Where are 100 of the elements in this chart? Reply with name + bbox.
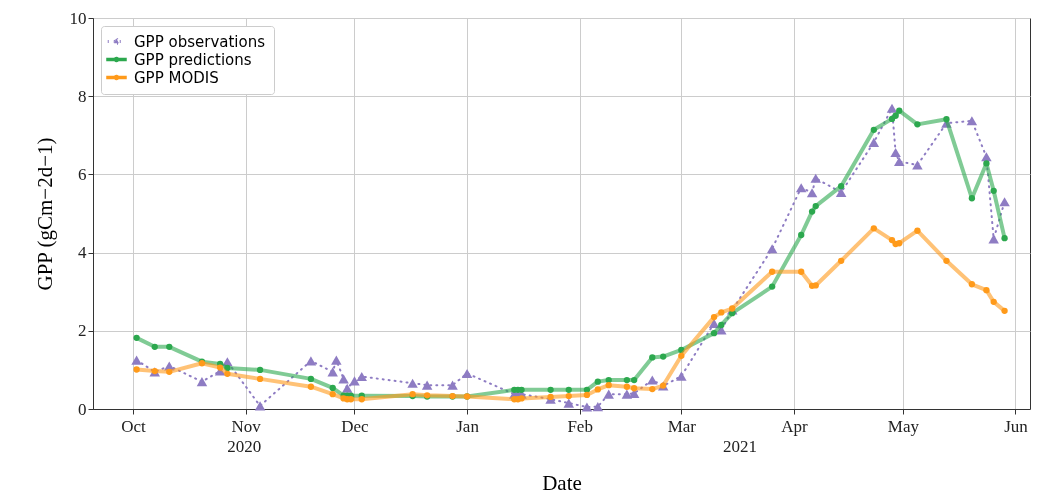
point xyxy=(421,380,433,390)
point xyxy=(896,107,903,114)
point xyxy=(990,298,997,306)
point xyxy=(630,385,638,392)
point xyxy=(912,160,923,170)
point xyxy=(565,392,572,400)
x-tick-label: Oct xyxy=(121,416,146,436)
point xyxy=(254,401,266,411)
point xyxy=(623,376,631,384)
point xyxy=(307,383,315,390)
point xyxy=(347,396,355,403)
point xyxy=(329,390,336,398)
point xyxy=(914,121,921,128)
x-axis-title: Date xyxy=(542,470,582,495)
point xyxy=(983,160,990,167)
point xyxy=(886,103,898,113)
point xyxy=(166,343,173,350)
y-tick-label: 4 xyxy=(78,243,87,263)
x-tick-label: Nov xyxy=(231,416,262,436)
point xyxy=(605,376,612,384)
point xyxy=(795,183,807,193)
point xyxy=(621,389,633,399)
x-tick-label: Jan xyxy=(456,416,480,436)
point xyxy=(888,236,896,244)
point xyxy=(892,112,899,119)
point xyxy=(518,395,525,402)
point xyxy=(603,389,614,399)
x-tick-label: Jun xyxy=(1004,416,1029,436)
point xyxy=(331,355,342,365)
point xyxy=(133,366,140,373)
text: 2020 xyxy=(227,437,262,456)
point xyxy=(798,268,805,275)
point xyxy=(358,396,365,403)
point xyxy=(307,375,315,383)
point xyxy=(837,257,845,264)
point xyxy=(256,366,264,374)
point xyxy=(594,378,601,385)
point xyxy=(196,377,208,387)
point xyxy=(133,334,140,341)
y-tick-label: 8 xyxy=(78,86,87,106)
point xyxy=(447,380,458,390)
x-tick-label: Feb xyxy=(567,416,593,436)
point xyxy=(649,354,656,361)
point xyxy=(718,309,725,316)
point xyxy=(630,376,638,384)
x-tick-label: May xyxy=(887,416,920,436)
point xyxy=(547,386,554,393)
y-axis-title: GPP (gCm−2d−1) xyxy=(32,137,57,291)
point xyxy=(870,126,877,133)
point xyxy=(461,368,473,378)
point xyxy=(894,156,905,167)
point xyxy=(151,343,158,350)
point xyxy=(812,282,819,289)
point xyxy=(806,188,818,198)
point xyxy=(676,371,687,381)
point xyxy=(583,391,591,399)
point xyxy=(305,356,317,366)
point xyxy=(583,386,591,393)
point xyxy=(594,386,601,393)
point xyxy=(647,375,658,385)
point xyxy=(216,364,224,371)
point xyxy=(563,398,575,408)
point xyxy=(943,257,950,264)
point xyxy=(896,240,903,247)
point xyxy=(718,321,725,329)
point xyxy=(329,384,336,392)
point xyxy=(798,231,805,239)
point xyxy=(890,147,901,158)
point xyxy=(837,182,845,190)
x-tick-label: Mar xyxy=(667,416,697,436)
y-tick-label: 10 xyxy=(69,8,87,28)
point xyxy=(678,352,685,359)
point xyxy=(224,364,231,372)
point xyxy=(768,283,776,290)
y-tick-label: 0 xyxy=(78,399,87,419)
point xyxy=(592,402,604,412)
y-tick-label: 6 xyxy=(78,164,87,184)
point xyxy=(623,383,631,390)
point xyxy=(968,195,976,202)
point xyxy=(914,227,921,234)
point xyxy=(1001,234,1008,242)
point xyxy=(338,374,349,384)
point xyxy=(1001,307,1008,315)
point xyxy=(983,286,990,294)
point xyxy=(990,187,997,194)
legend-label: GPP MODIS xyxy=(134,68,219,87)
point xyxy=(349,376,360,386)
point xyxy=(327,367,338,377)
point xyxy=(356,372,367,382)
point xyxy=(870,225,877,232)
point xyxy=(966,116,978,126)
point xyxy=(407,378,418,388)
point xyxy=(518,386,525,393)
point xyxy=(868,137,880,147)
point xyxy=(256,375,264,383)
point xyxy=(341,383,353,393)
x-tick-label: Dec xyxy=(341,416,370,436)
point xyxy=(678,346,685,354)
legend-label: GPP predictions xyxy=(134,50,252,69)
x-tick-label: Apr xyxy=(781,416,808,436)
